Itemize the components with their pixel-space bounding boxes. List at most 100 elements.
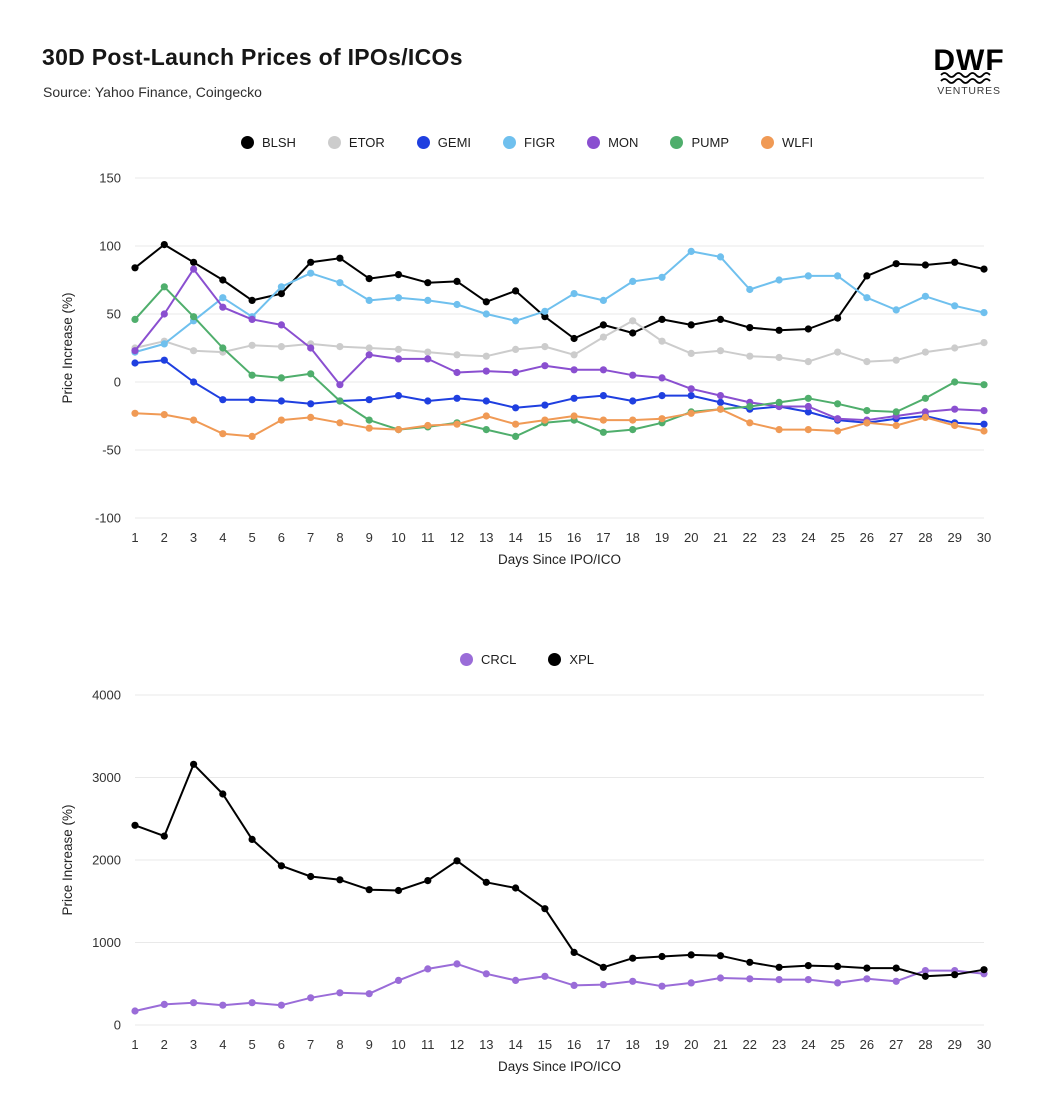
data-point-xpl — [716, 952, 725, 960]
data-point-pump — [190, 313, 198, 321]
x-tick-label: 5 — [248, 530, 255, 545]
data-point-gemi — [453, 394, 461, 402]
data-point-mon — [131, 347, 139, 355]
data-point-blsh — [687, 321, 695, 329]
y-tick-label: 4000 — [92, 688, 121, 703]
data-point-wlfi — [921, 413, 930, 421]
chart-legend: BLSH ETOR GEMI FIGR MON PUMP WLFI — [0, 128, 1054, 156]
data-point-etor — [892, 356, 900, 364]
data-point-xpl — [863, 964, 871, 972]
data-point-pump — [219, 344, 227, 352]
data-point-blsh — [307, 258, 315, 266]
data-point-blsh — [629, 329, 637, 337]
data-point-xpl — [190, 760, 198, 768]
y-tick-label: -100 — [95, 511, 121, 526]
data-point-wlfi — [131, 409, 139, 417]
page-title: 30D Post-Launch Prices of IPOs/ICOs — [42, 44, 463, 70]
x-tick-label: 9 — [366, 530, 373, 545]
y-tick-label: 100 — [99, 239, 121, 254]
data-point-figr — [482, 310, 490, 318]
x-tick-label: 13 — [479, 530, 493, 545]
data-point-xpl — [951, 971, 959, 979]
legend-item-etor: ETOR — [327, 135, 385, 150]
chart-legend: CRCL XPL — [0, 645, 1054, 673]
data-point-pump — [482, 426, 490, 434]
y-tick-label: -50 — [102, 443, 121, 458]
data-point-figr — [980, 309, 988, 317]
x-tick-label: 24 — [801, 1037, 815, 1052]
x-tick-label: 17 — [596, 530, 610, 545]
data-point-mon — [424, 355, 432, 363]
data-point-crcl — [336, 989, 344, 997]
data-point-blsh — [131, 264, 139, 272]
data-point-etor — [863, 358, 871, 366]
data-point-etor — [277, 343, 285, 351]
data-point-crcl — [863, 975, 871, 983]
legend-label: XPL — [569, 651, 594, 667]
y-tick-label: 50 — [107, 307, 121, 322]
data-point-figr — [365, 296, 373, 304]
data-point-figr — [336, 279, 344, 287]
data-point-figr — [453, 300, 461, 309]
data-point-mon — [511, 368, 520, 377]
legend-label: WLFI — [782, 134, 814, 150]
x-tick-label: 18 — [625, 1037, 639, 1052]
y-tick-label: 0 — [114, 1018, 121, 1033]
x-tick-label: 26 — [860, 1037, 874, 1052]
x-tick-label: 3 — [190, 1037, 197, 1052]
data-point-gemi — [541, 401, 549, 409]
data-point-etor — [365, 344, 373, 352]
legend-dot-icon — [416, 135, 430, 149]
x-tick-label: 27 — [889, 530, 903, 545]
x-tick-label: 6 — [278, 1037, 285, 1052]
data-point-wlfi — [658, 415, 666, 423]
data-point-blsh — [394, 271, 403, 279]
data-point-blsh — [834, 314, 842, 322]
data-point-mon — [160, 310, 168, 318]
x-tick-label: 6 — [278, 530, 285, 545]
data-point-etor — [453, 351, 461, 359]
data-point-mon — [570, 366, 578, 374]
data-point-figr — [424, 296, 432, 304]
data-point-figr — [541, 307, 549, 315]
data-point-xpl — [804, 962, 812, 970]
data-point-gemi — [277, 397, 285, 405]
x-tick-label: 8 — [336, 530, 343, 545]
data-point-mon — [658, 374, 666, 382]
data-point-gemi — [190, 378, 198, 386]
data-point-xpl — [160, 832, 168, 840]
data-point-blsh — [453, 277, 461, 285]
x-tick-label: 10 — [391, 1037, 405, 1052]
x-tick-label: 7 — [307, 1037, 314, 1052]
data-point-blsh — [482, 298, 490, 306]
data-point-wlfi — [834, 427, 842, 435]
legend-label: CRCL — [481, 651, 517, 667]
data-point-wlfi — [453, 420, 461, 428]
data-point-etor — [599, 333, 608, 341]
data-point-wlfi — [599, 416, 608, 424]
data-point-crcl — [541, 972, 549, 980]
data-point-mon — [219, 303, 227, 311]
data-point-crcl — [424, 965, 432, 973]
chart-bottom-launch-prices: CRCL XPL 0 1000 2000 3000 4000 1 2 3 4 5 6 7 8 9 10 11 12… — [0, 645, 1054, 1088]
data-point-etor — [394, 345, 403, 353]
x-tick-label: 10 — [391, 530, 405, 545]
y-tick-label: 2000 — [92, 853, 121, 868]
data-point-xpl — [365, 886, 373, 894]
legend-dot-icon — [327, 135, 341, 149]
data-point-blsh — [804, 325, 812, 333]
data-point-pump — [599, 428, 608, 436]
data-point-etor — [658, 337, 666, 345]
data-point-crcl — [658, 982, 666, 990]
data-point-etor — [629, 317, 637, 325]
source-caption: Source: Yahoo Finance, Coingecko — [43, 84, 262, 100]
x-tick-label: 22 — [743, 1037, 757, 1052]
y-axis-label: Price Increase (%) — [60, 804, 75, 915]
data-point-crcl — [892, 977, 900, 985]
data-point-wlfi — [160, 411, 168, 419]
data-point-blsh — [775, 326, 783, 334]
data-point-wlfi — [365, 424, 373, 432]
data-point-mon — [248, 315, 256, 323]
legend-item-figr: FIGR — [503, 135, 555, 150]
x-tick-label: 1 — [131, 1037, 138, 1052]
